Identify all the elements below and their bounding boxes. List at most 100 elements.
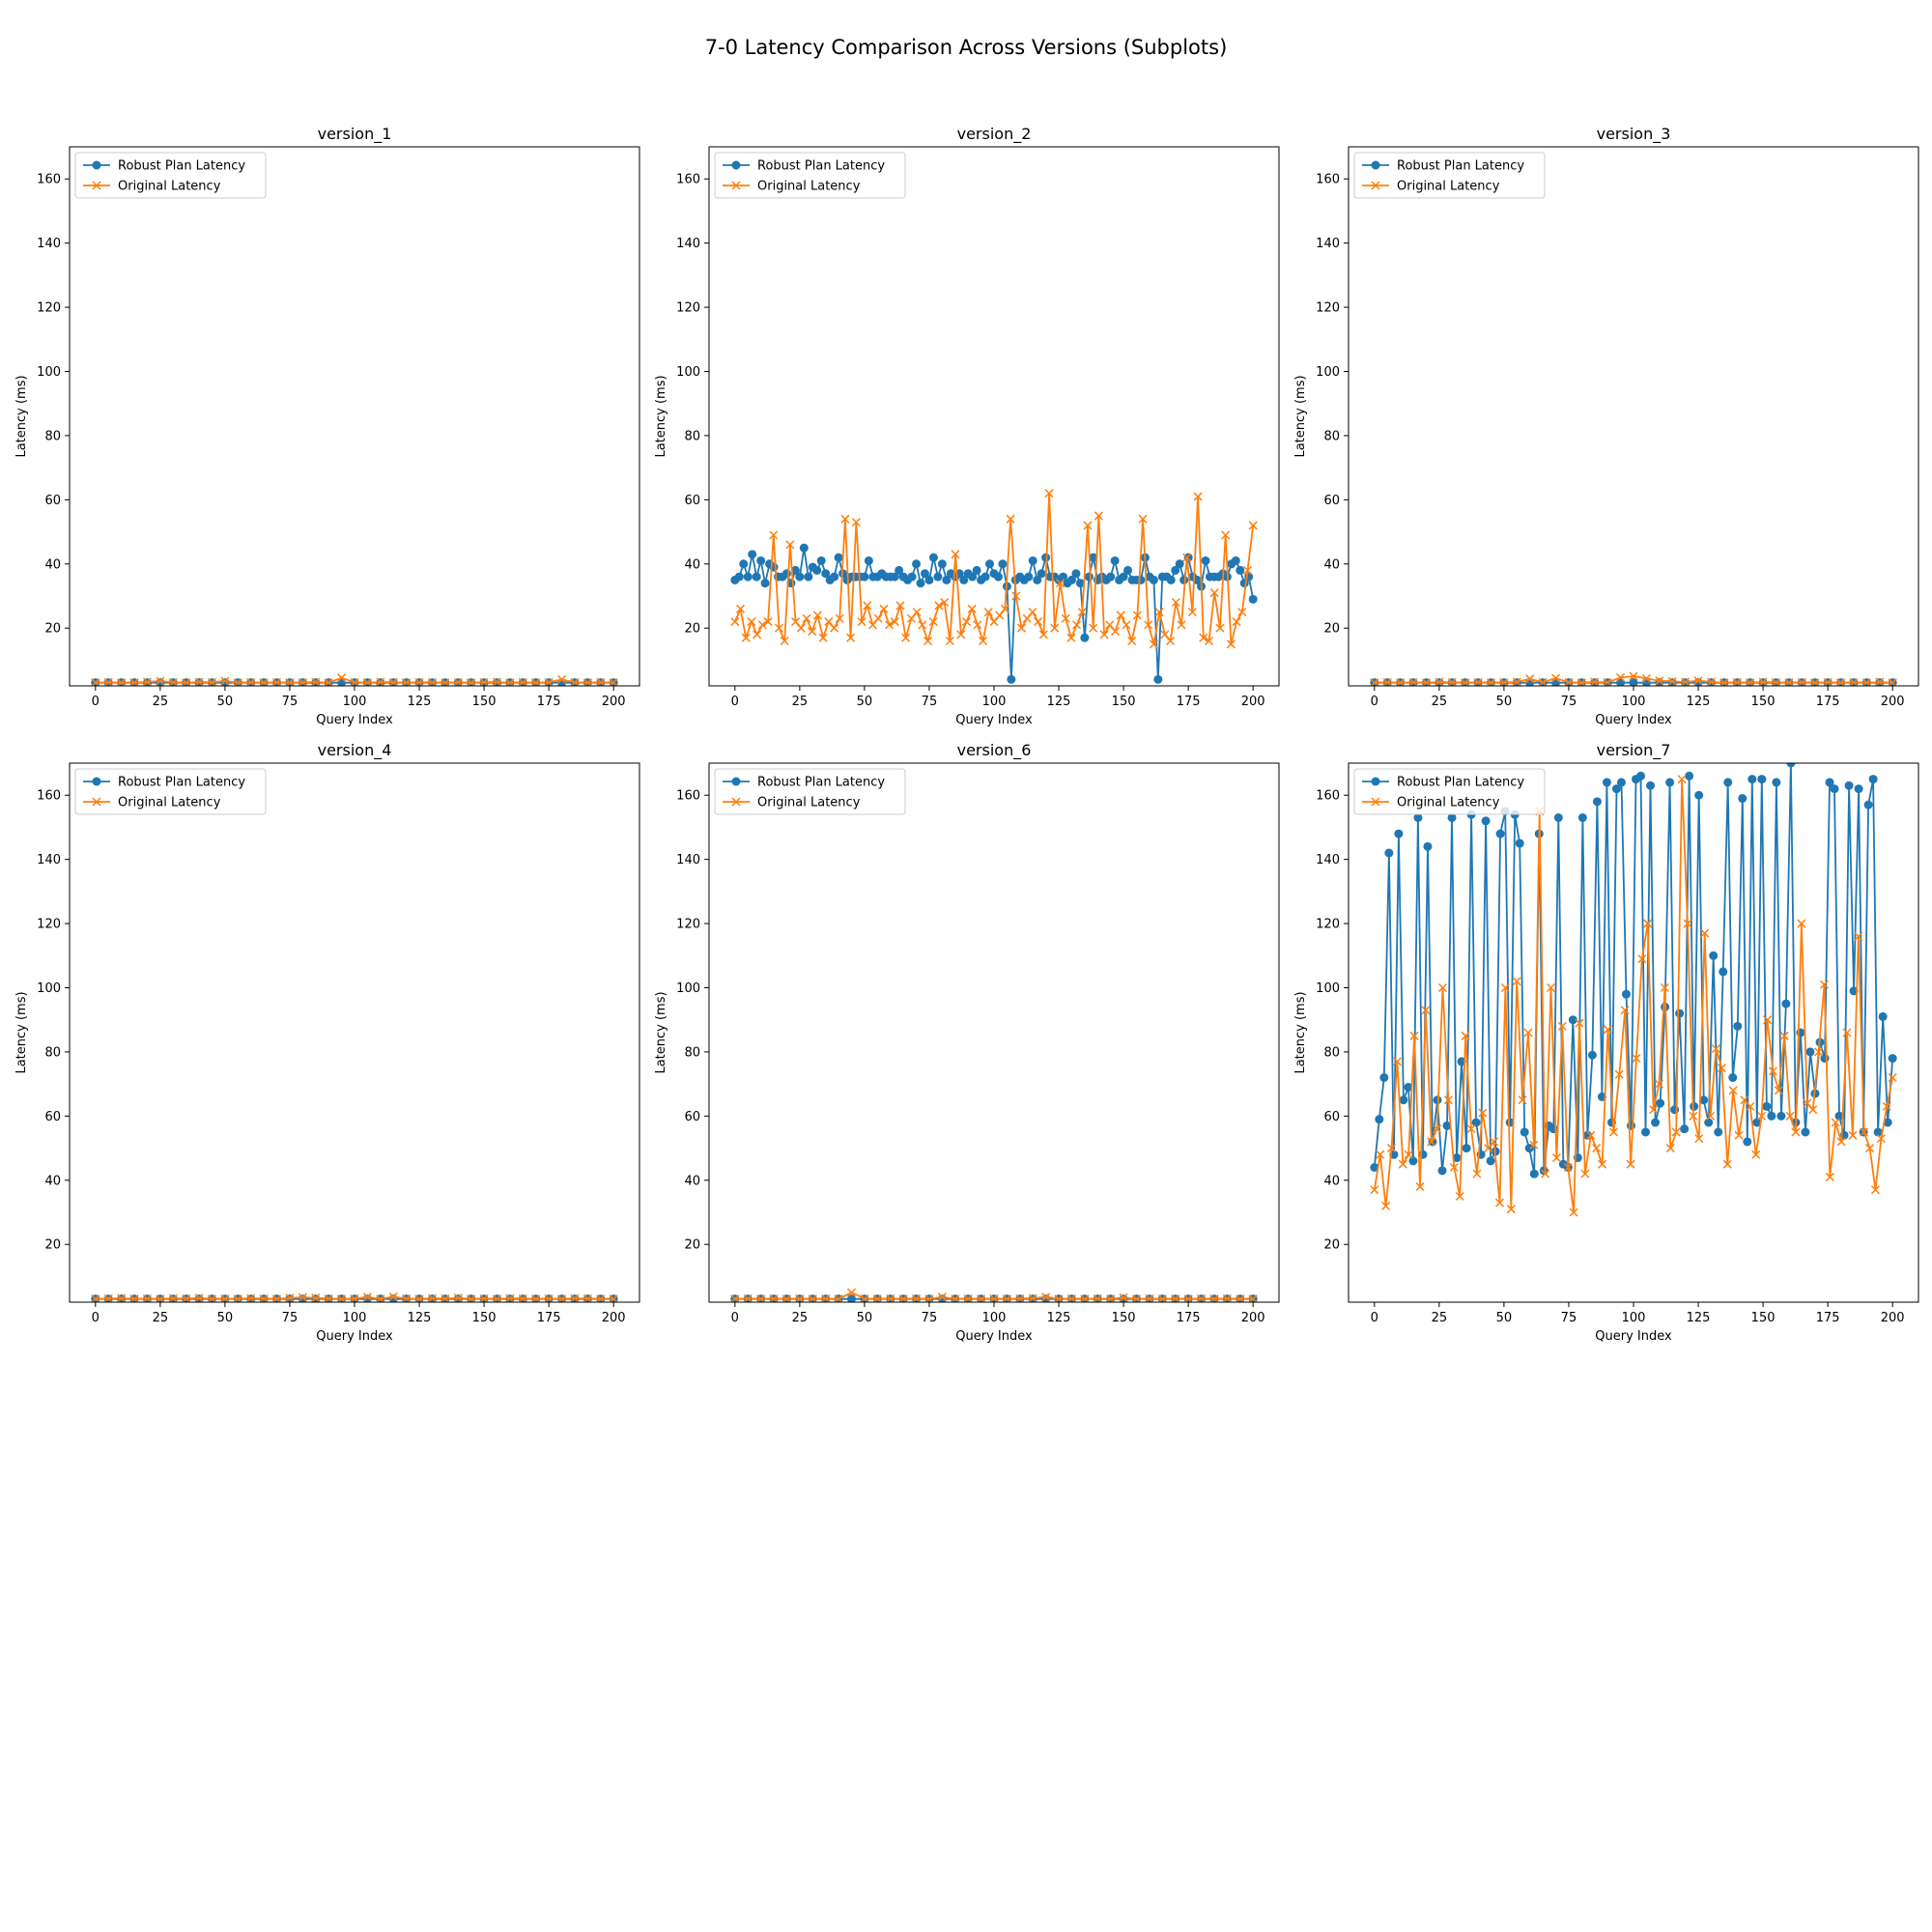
data-point: [1437, 1166, 1447, 1176]
data-point: [1028, 1293, 1037, 1302]
data-point: [1608, 1127, 1618, 1137]
data-point: [103, 677, 113, 686]
data-point: [1665, 778, 1675, 787]
data-point: [747, 617, 756, 627]
x-tick-label: 175: [537, 695, 561, 709]
data-point: [1204, 636, 1214, 646]
legend-label: Original Latency: [118, 180, 221, 194]
data-point: [272, 677, 282, 686]
data-point: [1643, 919, 1653, 928]
legend-box: [714, 152, 906, 199]
data-point: [103, 1293, 113, 1302]
data-point: [1626, 1159, 1635, 1169]
y-tick-label: 60: [1323, 494, 1340, 508]
subplot-3: version_3 0 25 50 75 100 125 150 175 200 20 40 60 80 1…: [1293, 125, 1919, 727]
data-point: [901, 633, 911, 642]
data-point: [1248, 1294, 1258, 1302]
data-point: [1066, 1293, 1076, 1302]
data-point: [1248, 521, 1258, 530]
legend: Robust Plan Latency Original Latency: [74, 768, 267, 815]
data-point: [818, 633, 828, 642]
data-point: [743, 1293, 753, 1302]
y-tick-label: 160: [676, 173, 700, 187]
data-point: [1685, 771, 1694, 781]
data-point: [1529, 1140, 1539, 1150]
data-point: [1557, 1021, 1567, 1031]
data-point: [1823, 677, 1833, 686]
y-tick-label: 40: [44, 557, 61, 572]
data-point: [1221, 530, 1231, 540]
data-point: [1524, 1144, 1534, 1153]
data-point: [1428, 1137, 1437, 1147]
data-point: [182, 1293, 191, 1302]
data-point: [1706, 677, 1716, 686]
data-point: [1641, 1127, 1651, 1137]
data-point: [1575, 1018, 1584, 1028]
data-point: [977, 1294, 986, 1302]
y-tick-label: 140: [676, 853, 700, 867]
x-tick-label: 50: [1496, 1311, 1513, 1325]
data-point: [1621, 989, 1631, 999]
data-point: [1370, 678, 1379, 686]
data-point: [923, 636, 933, 646]
y-tick-label: 100: [676, 365, 700, 380]
data-point: [117, 678, 127, 686]
legend-box: [74, 152, 267, 199]
data-point: [1006, 514, 1015, 524]
data-point: [1706, 1111, 1716, 1121]
data-point: [1392, 1057, 1402, 1066]
data-point: [1689, 1111, 1698, 1121]
y-tick-label: 120: [676, 918, 700, 932]
data-point: [1116, 611, 1125, 620]
x-tick-label: 25: [1432, 1311, 1448, 1325]
data-point: [816, 555, 826, 565]
data-point: [1408, 677, 1418, 686]
subplot-6: version_7 0 25 50 75 100 125 150 175 200 20 40 60 80 1…: [1293, 741, 1919, 1344]
data-point: [1077, 608, 1087, 617]
data-point: [1209, 588, 1219, 598]
data-point: [479, 1293, 489, 1302]
data-point: [1626, 1121, 1635, 1130]
data-point: [1089, 553, 1098, 562]
data-point: [785, 540, 795, 550]
y-tick-label: 40: [44, 1174, 61, 1188]
data-point: [129, 1294, 139, 1302]
y-tick-label: 40: [684, 557, 700, 572]
x-tick-label: 25: [153, 695, 169, 709]
subplot-4: version_4 0 25 50 75 100 125 150 175 200 20 40 60 80 1…: [14, 741, 640, 1344]
data-point: [1138, 514, 1148, 524]
data-point: [207, 1294, 217, 1302]
data-point: [505, 1293, 515, 1302]
x-tick-label: 0: [731, 695, 739, 709]
x-tick-label: 75: [922, 695, 938, 709]
x-tick-label: 75: [282, 1311, 298, 1325]
data-point: [872, 1294, 882, 1302]
data-point: [1075, 579, 1085, 588]
data-point: [570, 1293, 580, 1302]
data-point: [1719, 678, 1729, 686]
data-point: [1675, 1009, 1685, 1018]
data-point: [246, 1293, 256, 1302]
data-point: [1779, 1031, 1789, 1040]
data-point: [924, 575, 934, 584]
data-point: [1136, 575, 1146, 584]
legend-marker: [731, 160, 741, 170]
data-point: [1011, 591, 1021, 601]
series-group: [1370, 763, 1897, 1217]
data-point: [1614, 1069, 1624, 1079]
data-point: [1569, 1208, 1578, 1217]
data-point: [1733, 1021, 1743, 1031]
data-point: [1442, 1121, 1452, 1130]
data-point: [753, 630, 762, 639]
y-tick-label: 140: [37, 853, 61, 867]
data-point: [808, 627, 817, 637]
data-point: [812, 565, 822, 575]
data-point: [1421, 1006, 1431, 1015]
data-point: [1772, 778, 1781, 787]
data-point: [1110, 627, 1121, 637]
data-point: [557, 674, 567, 684]
data-point: [933, 572, 943, 582]
data-point: [1728, 1086, 1738, 1095]
data-point: [1153, 674, 1163, 684]
data-point: [907, 572, 917, 582]
